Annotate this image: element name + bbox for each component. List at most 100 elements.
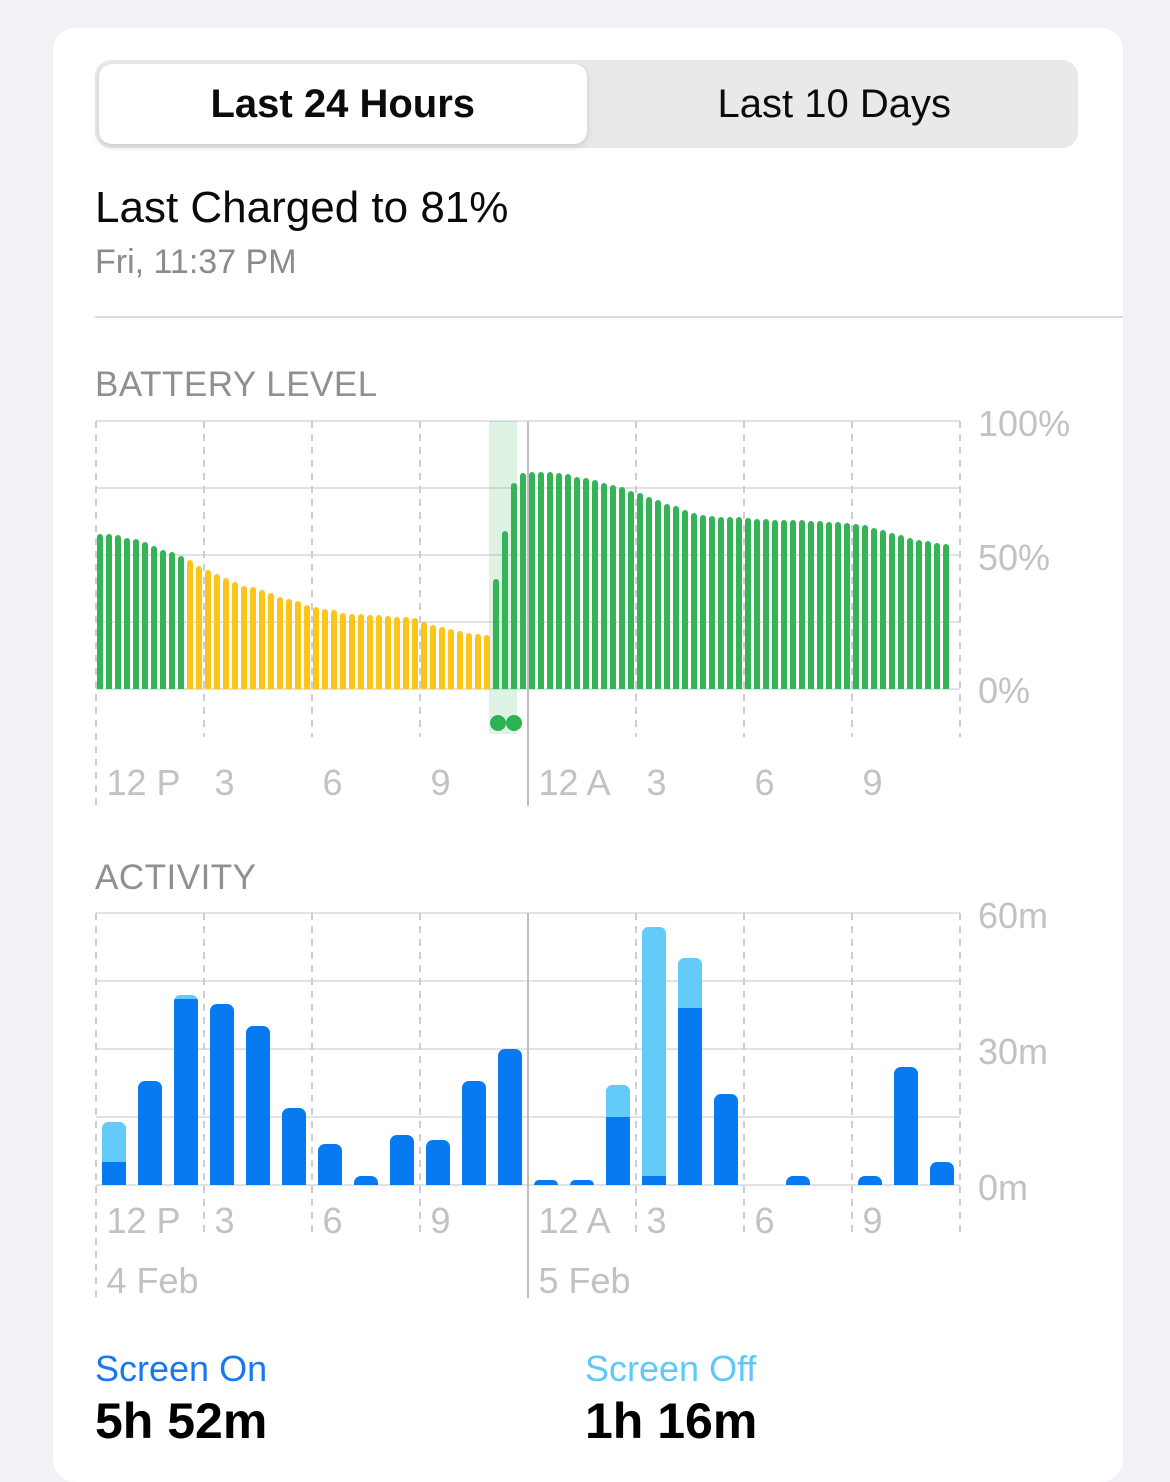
- activity-hour-bar[interactable]: [245, 1026, 270, 1185]
- battery-level-bar[interactable]: [177, 556, 185, 689]
- battery-level-bar[interactable]: [339, 612, 347, 689]
- battery-level-bar[interactable]: [510, 482, 518, 689]
- battery-level-bar[interactable]: [321, 608, 329, 689]
- battery-level-bar[interactable]: [204, 569, 212, 689]
- battery-level-bar[interactable]: [438, 627, 446, 689]
- activity-hour-bar[interactable]: [137, 1080, 162, 1185]
- battery-level-bar[interactable]: [186, 560, 194, 689]
- battery-level-bar[interactable]: [717, 516, 725, 689]
- battery-level-bar[interactable]: [600, 482, 608, 689]
- battery-level-bar[interactable]: [681, 510, 689, 689]
- battery-level-bar[interactable]: [834, 522, 842, 689]
- activity-hour-bar[interactable]: [929, 1162, 954, 1185]
- activity-hour-bar[interactable]: [785, 1175, 810, 1185]
- battery-level-bar[interactable]: [519, 473, 527, 689]
- battery-level-bar[interactable]: [906, 537, 914, 689]
- battery-level-bar[interactable]: [852, 523, 860, 689]
- battery-level-bar[interactable]: [879, 530, 887, 689]
- activity-hour-bar[interactable]: [461, 1080, 486, 1185]
- battery-level-bar[interactable]: [213, 573, 221, 689]
- battery-level-bar[interactable]: [492, 579, 500, 689]
- battery-level-bar[interactable]: [654, 500, 662, 689]
- battery-level-bar[interactable]: [591, 480, 599, 689]
- battery-level-bar[interactable]: [411, 618, 419, 689]
- battery-level-bar[interactable]: [618, 487, 626, 689]
- activity-hour-bar[interactable]: [389, 1135, 414, 1185]
- activity-hour-bar[interactable]: [101, 1121, 126, 1185]
- battery-level-bar[interactable]: [384, 615, 392, 689]
- battery-level-bar[interactable]: [465, 632, 473, 689]
- battery-level-bar[interactable]: [402, 617, 410, 689]
- battery-level-bar[interactable]: [447, 629, 455, 689]
- battery-level-bar[interactable]: [888, 533, 896, 689]
- battery-level-bar[interactable]: [735, 517, 743, 689]
- activity-hour-bar[interactable]: [605, 1085, 630, 1185]
- battery-level-bar[interactable]: [132, 538, 140, 689]
- battery-level-bar[interactable]: [789, 520, 797, 689]
- battery-level-bar[interactable]: [357, 614, 365, 689]
- battery-level-bar[interactable]: [924, 541, 932, 689]
- battery-level-bar[interactable]: [159, 549, 167, 689]
- battery-level-bar[interactable]: [915, 539, 923, 689]
- battery-level-bar[interactable]: [843, 523, 851, 689]
- battery-level-bar[interactable]: [348, 613, 356, 689]
- battery-level-bar[interactable]: [195, 565, 203, 689]
- battery-level-bar[interactable]: [573, 477, 581, 689]
- battery-level-bar[interactable]: [897, 535, 905, 689]
- battery-level-bar[interactable]: [222, 577, 230, 689]
- battery-level-bar[interactable]: [276, 596, 284, 689]
- battery-level-bar[interactable]: [744, 518, 752, 689]
- battery-level-bar[interactable]: [555, 473, 563, 689]
- battery-level-bar[interactable]: [114, 534, 122, 689]
- activity-hour-bar[interactable]: [425, 1139, 450, 1185]
- battery-level-bar[interactable]: [870, 527, 878, 689]
- battery-level-bar[interactable]: [798, 520, 806, 689]
- activity-hour-bar[interactable]: [281, 1107, 306, 1185]
- battery-level-bar[interactable]: [96, 533, 104, 689]
- activity-hour-bar[interactable]: [209, 1003, 234, 1185]
- battery-level-bar[interactable]: [330, 609, 338, 689]
- battery-level-bar[interactable]: [312, 607, 320, 689]
- battery-level-bar[interactable]: [240, 585, 248, 689]
- activity-hour-bar[interactable]: [893, 1067, 918, 1185]
- battery-level-bar[interactable]: [366, 615, 374, 689]
- battery-level-bar[interactable]: [393, 616, 401, 689]
- activity-hour-bar[interactable]: [677, 958, 702, 1185]
- battery-level-bar[interactable]: [249, 587, 257, 689]
- activity-hour-bar[interactable]: [317, 1144, 342, 1185]
- battery-level-bar[interactable]: [699, 515, 707, 689]
- battery-level-bar[interactable]: [546, 472, 554, 689]
- battery-level-bar[interactable]: [780, 519, 788, 689]
- battery-level-bar[interactable]: [474, 634, 482, 689]
- battery-level-bar[interactable]: [105, 533, 113, 689]
- battery-level-bar[interactable]: [627, 490, 635, 689]
- battery-level-bar[interactable]: [690, 513, 698, 689]
- battery-level-bar[interactable]: [564, 473, 572, 689]
- activity-hour-bar[interactable]: [641, 926, 666, 1185]
- battery-level-bar[interactable]: [483, 635, 491, 689]
- battery-level-bar[interactable]: [267, 592, 275, 689]
- battery-level-bar[interactable]: [636, 493, 644, 689]
- activity-hour-bar[interactable]: [353, 1175, 378, 1185]
- battery-level-bar[interactable]: [861, 525, 869, 689]
- battery-level-bar[interactable]: [942, 544, 950, 689]
- battery-level-bar[interactable]: [150, 545, 158, 689]
- battery-level-bar[interactable]: [258, 589, 266, 689]
- battery-level-bar[interactable]: [582, 478, 590, 689]
- battery-level-bar[interactable]: [762, 519, 770, 689]
- battery-level-bar[interactable]: [456, 631, 464, 689]
- battery-level-bar[interactable]: [933, 542, 941, 689]
- activity-hour-bar[interactable]: [497, 1049, 522, 1185]
- battery-level-bar[interactable]: [303, 604, 311, 689]
- activity-hour-bar[interactable]: [533, 1180, 558, 1185]
- activity-hour-bar[interactable]: [173, 994, 198, 1185]
- activity-hour-bar[interactable]: [569, 1180, 594, 1185]
- battery-level-bar[interactable]: [123, 537, 131, 689]
- battery-level-bar[interactable]: [285, 599, 293, 689]
- battery-level-bar[interactable]: [771, 519, 779, 689]
- battery-level-bar[interactable]: [663, 503, 671, 689]
- battery-level-bar[interactable]: [645, 496, 653, 689]
- battery-level-bar[interactable]: [375, 615, 383, 689]
- battery-level-bar[interactable]: [501, 530, 509, 689]
- battery-level-bar[interactable]: [708, 516, 716, 689]
